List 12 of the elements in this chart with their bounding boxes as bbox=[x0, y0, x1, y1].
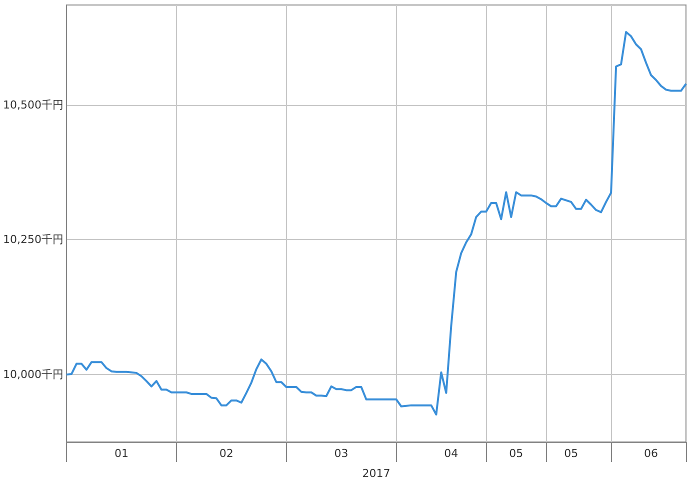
x-tick-label: 05 bbox=[509, 447, 524, 460]
y-tick-label: 10,000千円 bbox=[2, 368, 64, 382]
y-tick-label: 10,250千円 bbox=[2, 233, 64, 246]
x-tick-label: 06 bbox=[644, 447, 658, 460]
y-tick-label: 10,500千円 bbox=[2, 98, 64, 112]
x-tick-label: 01 bbox=[114, 447, 128, 460]
x-tick-label: 02 bbox=[219, 447, 234, 460]
x-axis-title: 2017 bbox=[362, 467, 390, 480]
x-tick-label: 05 bbox=[564, 447, 578, 460]
x-tick-label: 03 bbox=[334, 447, 348, 460]
line-series bbox=[65, 30, 687, 416]
x-tick-label: 04 bbox=[444, 447, 458, 460]
